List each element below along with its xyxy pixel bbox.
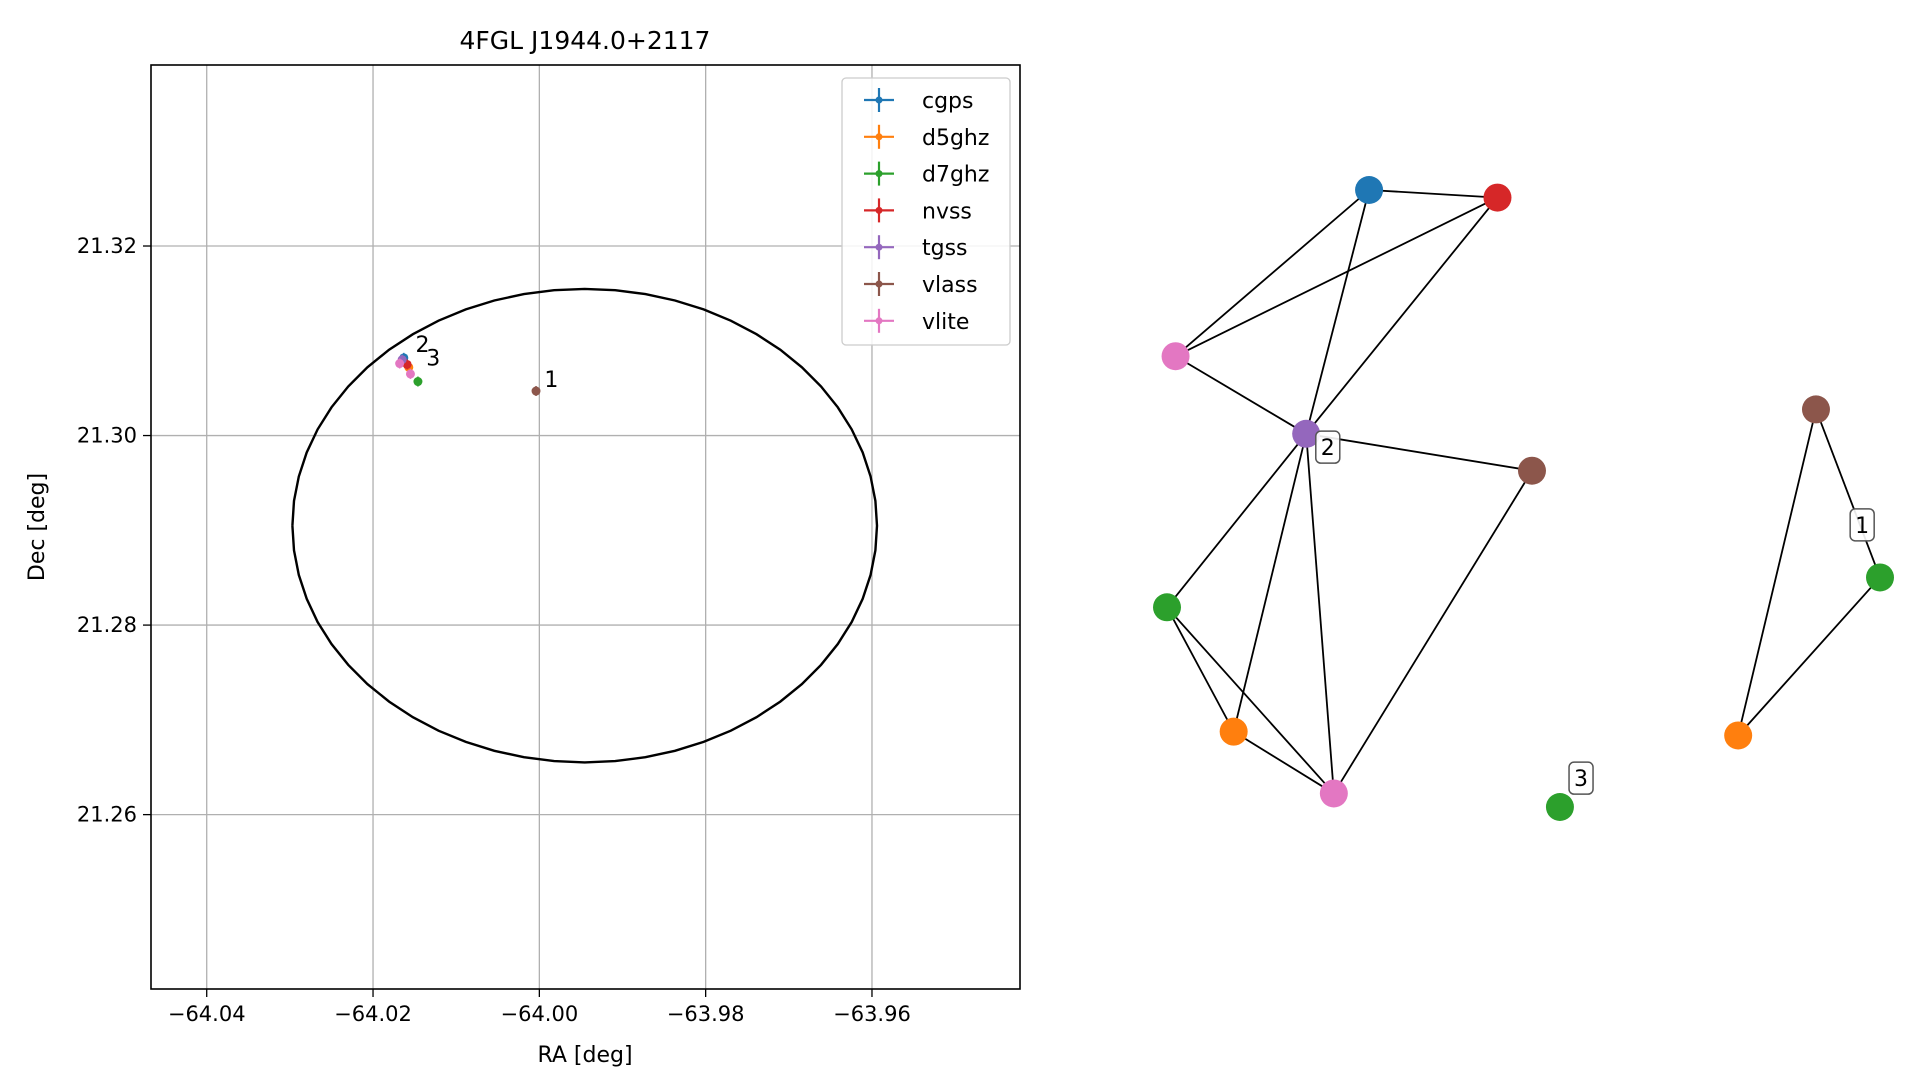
point-vlass bbox=[531, 386, 541, 396]
legend-marker-d5ghz bbox=[875, 133, 883, 141]
network-graph: 2 1 3 bbox=[1153, 176, 1894, 821]
network-node-d5ghz_a bbox=[1219, 717, 1248, 746]
legend-label-d7ghz: d7ghz bbox=[922, 163, 989, 188]
y-axis-label: Dec [deg] bbox=[25, 473, 50, 581]
scatter-points bbox=[395, 352, 541, 397]
network-label-box bbox=[1315, 430, 1341, 464]
network-edge bbox=[1305, 433, 1335, 794]
legend-label-nvss: nvss bbox=[922, 199, 972, 224]
scatter-title: 4FGL J1944.0+2117 bbox=[460, 26, 711, 55]
legend-marker-tgss bbox=[875, 243, 883, 251]
network-node-vlite_a bbox=[1161, 342, 1190, 371]
network-edge bbox=[1815, 409, 1881, 578]
network-label: 1 bbox=[1855, 514, 1869, 539]
x-tick-label: −64.02 bbox=[334, 1002, 412, 1026]
network-label: 3 bbox=[1574, 767, 1588, 792]
network-edge bbox=[1166, 433, 1307, 608]
scatter-plot-frame bbox=[150, 64, 1021, 990]
x-ticks: −64.04 −64.02 −64.00 −63.98 −63.96 bbox=[168, 989, 911, 1026]
legend: cgps d5ghz d7ghz nvss tgss vlass vlite bbox=[841, 77, 1011, 346]
network-label-box bbox=[1568, 761, 1594, 795]
network-node-tgss bbox=[1292, 419, 1321, 448]
network-node-d7ghz_a bbox=[1153, 593, 1181, 622]
y-tick-label: 21.30 bbox=[77, 424, 137, 448]
fermi-ellipse bbox=[291, 287, 879, 764]
network-edge bbox=[1175, 355, 1307, 435]
x-tick-label: −64.04 bbox=[168, 1002, 246, 1026]
network-edge bbox=[1175, 196, 1498, 358]
legend-label-vlite: vlite bbox=[922, 310, 969, 335]
point-annotation: 3 bbox=[426, 346, 440, 371]
point-vlite bbox=[405, 369, 415, 379]
legend-marker-cgps bbox=[875, 96, 883, 104]
localization-ellipse bbox=[291, 287, 879, 764]
legend-marker-nvss bbox=[875, 206, 883, 214]
legend-label-vlass: vlass bbox=[922, 273, 978, 298]
y-tick-label: 21.26 bbox=[77, 803, 137, 827]
network-edge bbox=[1166, 606, 1335, 795]
network-edge bbox=[1737, 409, 1817, 736]
legend-marker-vlass bbox=[875, 280, 883, 288]
network-node-d5ghz_c bbox=[1724, 721, 1753, 750]
legend-frame bbox=[841, 77, 1011, 346]
x-tick-label: −63.98 bbox=[667, 1002, 745, 1026]
x-tick-label: −63.96 bbox=[833, 1002, 911, 1026]
network-node-nvss bbox=[1483, 183, 1512, 212]
network-node-cgps bbox=[1355, 176, 1384, 204]
network-node-vlass_a bbox=[1517, 456, 1546, 485]
point-annotation: 2 bbox=[415, 333, 429, 358]
network-label: 2 bbox=[1321, 436, 1335, 461]
network-edge bbox=[1737, 576, 1881, 737]
network-node-d7ghz_b bbox=[1545, 793, 1574, 821]
network-edge bbox=[1305, 197, 1499, 435]
point-d7ghz bbox=[413, 377, 423, 387]
network-edge bbox=[1232, 433, 1308, 732]
network-edge bbox=[1333, 470, 1533, 794]
network-node-vlite_b bbox=[1319, 779, 1348, 808]
network-node-d7ghz_c bbox=[1866, 563, 1894, 592]
network-edge bbox=[1369, 189, 1498, 199]
point-annotations: 1 23 bbox=[415, 333, 558, 393]
point-annotation: 1 bbox=[544, 368, 558, 393]
point-vlite bbox=[395, 359, 405, 369]
legend-label-cgps: cgps bbox=[922, 89, 974, 114]
x-axis-label: RA [deg] bbox=[537, 1043, 632, 1068]
legend-label-d5ghz: d5ghz bbox=[922, 126, 989, 151]
network-edge bbox=[1174, 189, 1370, 357]
y-tick-label: 21.32 bbox=[77, 234, 137, 258]
network-label-box bbox=[1849, 508, 1875, 542]
network-edge bbox=[1166, 606, 1235, 733]
y-ticks: 21.26 21.28 21.30 21.32 bbox=[77, 234, 151, 827]
legend-marker-d7ghz bbox=[875, 170, 883, 178]
network-edge bbox=[1306, 432, 1533, 472]
network-edge bbox=[1233, 730, 1335, 795]
y-tick-label: 21.28 bbox=[77, 613, 137, 637]
network-edge bbox=[1305, 189, 1370, 435]
x-tick-label: −64.00 bbox=[500, 1002, 578, 1026]
network-node-vlass_b bbox=[1801, 395, 1830, 424]
legend-label-tgss: tgss bbox=[922, 236, 968, 261]
legend-marker-vlite bbox=[875, 317, 883, 325]
